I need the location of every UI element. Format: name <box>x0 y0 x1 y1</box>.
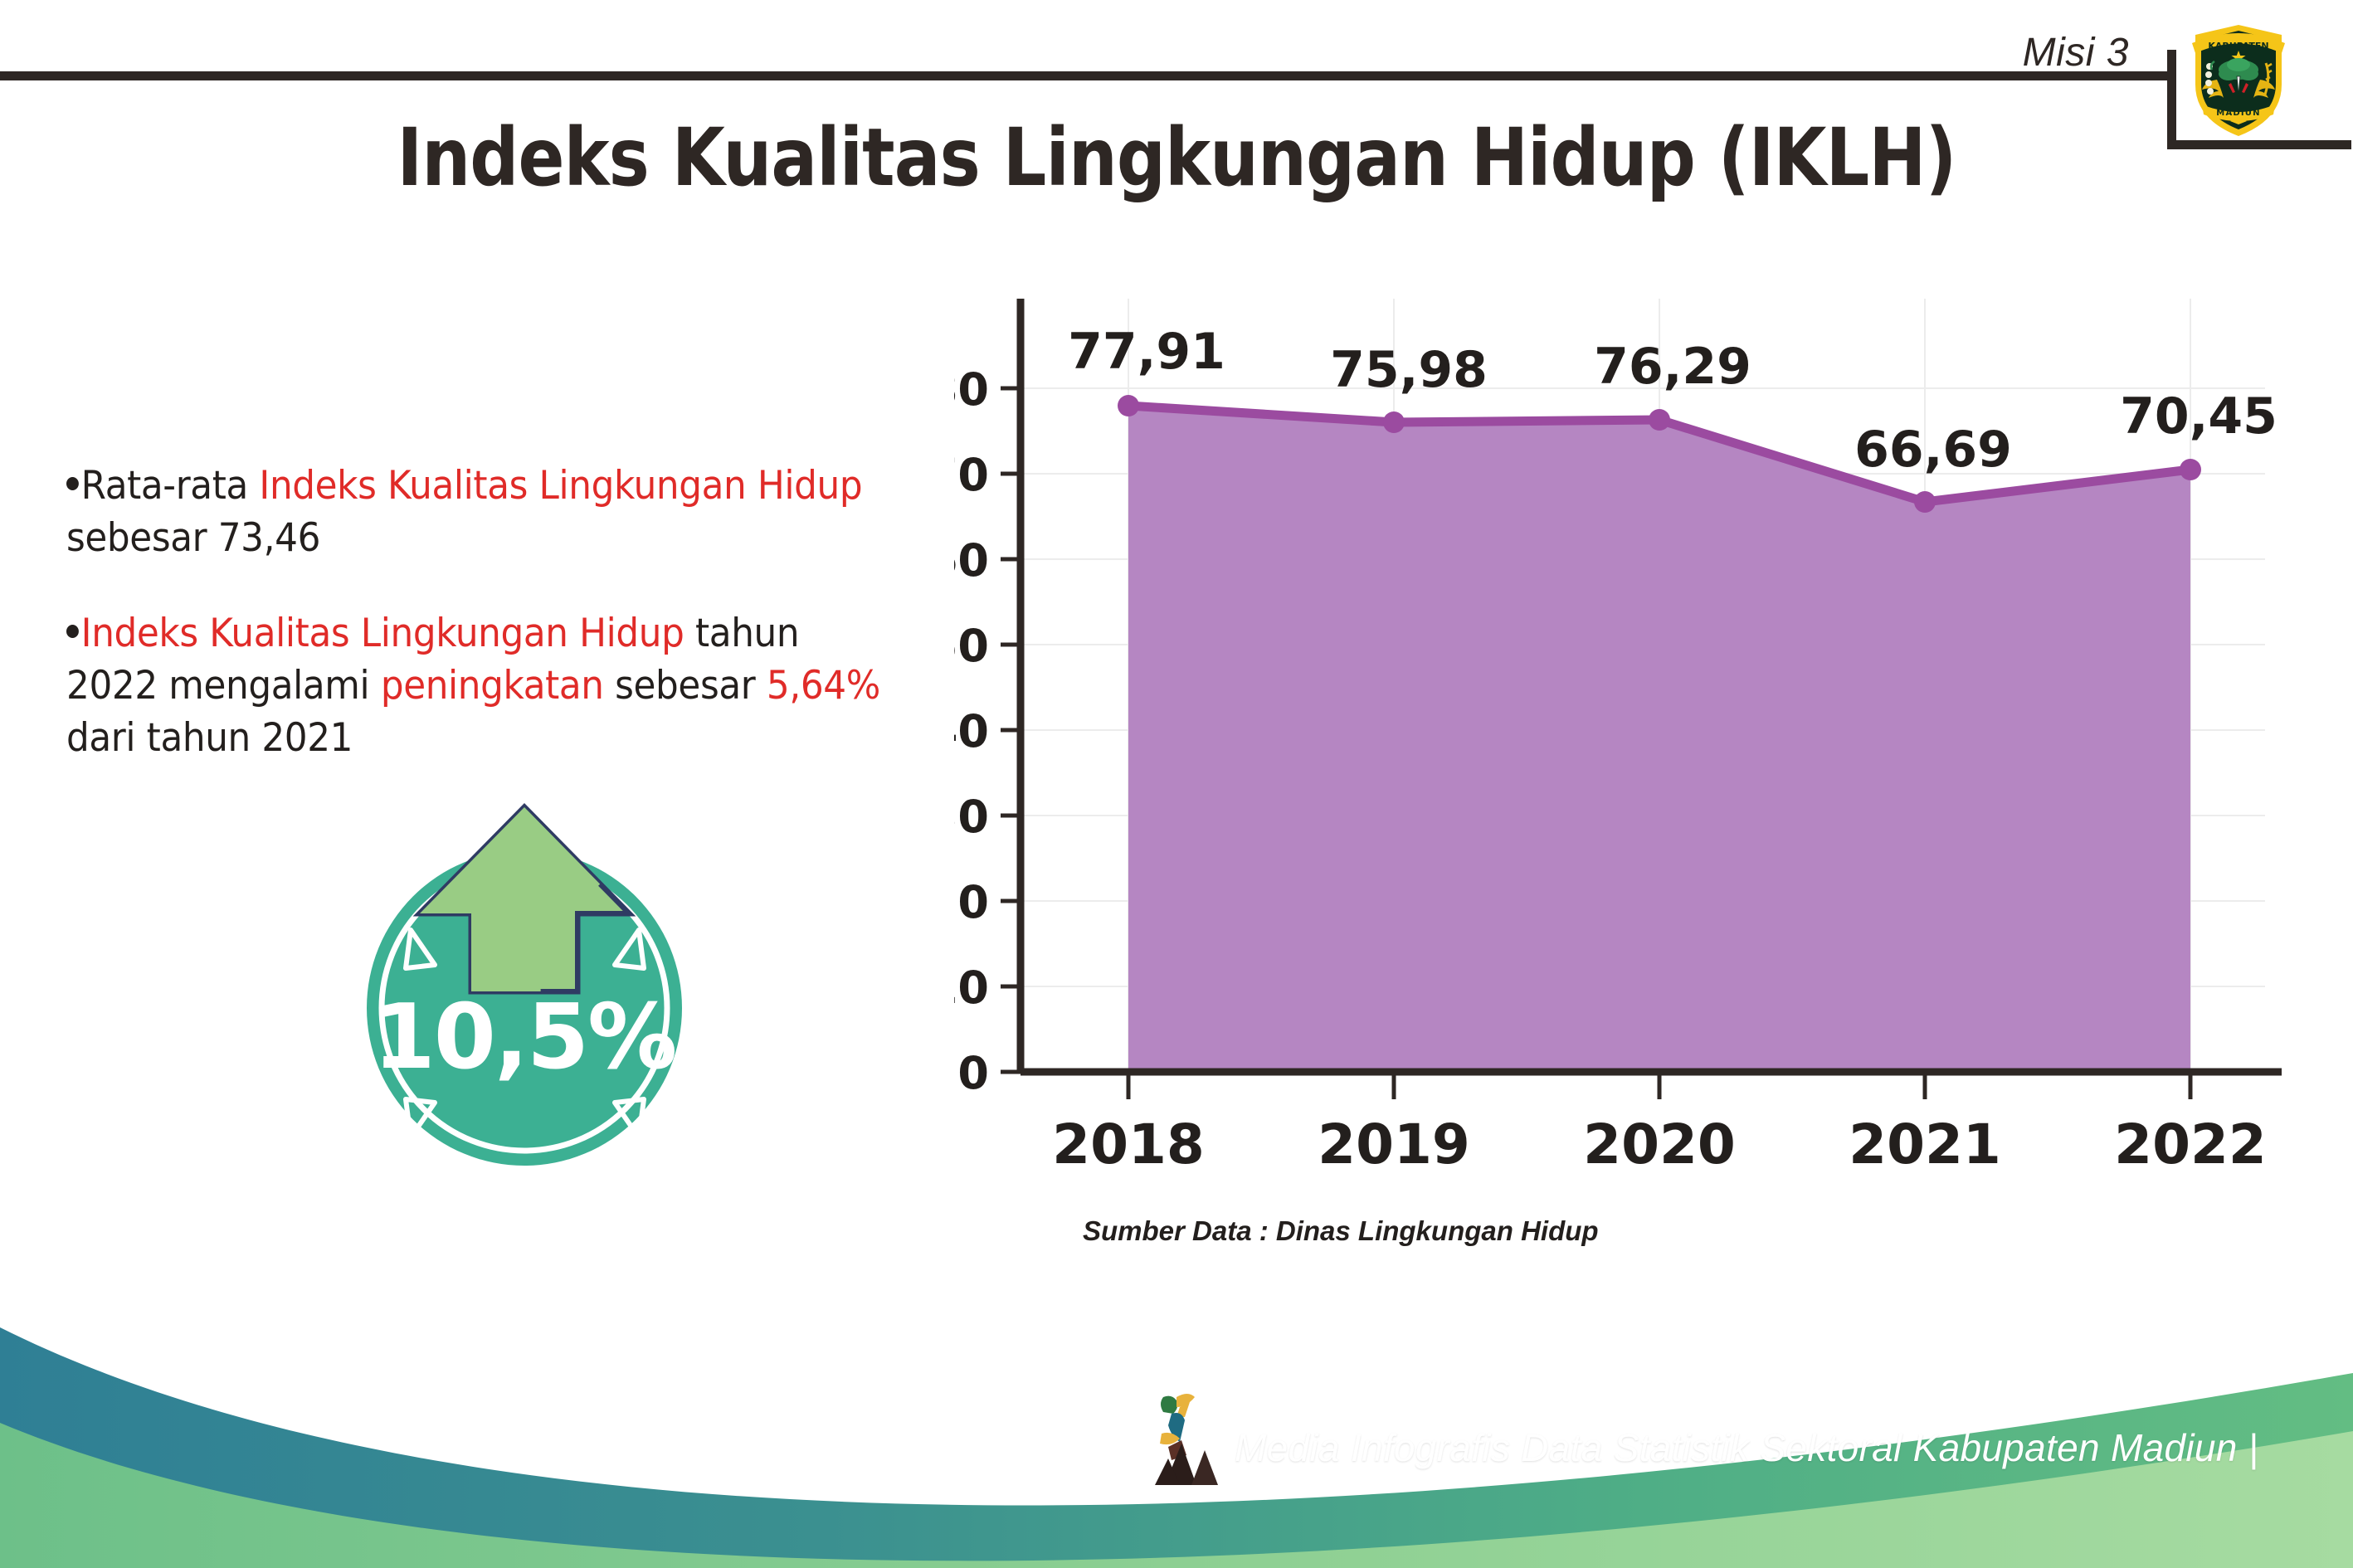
chart-marker-2019 <box>1383 411 1405 433</box>
bullet2-segment-4: sebesar <box>603 662 767 709</box>
footer-wave-green <box>0 1423 2353 1568</box>
y-tick-label-50: 50 <box>954 620 989 672</box>
badge-circle <box>367 850 682 1166</box>
chart-marker-2020 <box>1649 409 1670 431</box>
x-tick-label-2019: 2019 <box>1318 1113 1470 1176</box>
growth-badge-graphic <box>367 803 682 1166</box>
bullet1-segment-3: sebesar 73,46 <box>66 514 321 561</box>
page-title: Indeks Kualitas Lingkungan Hidup (IKLH) <box>397 111 1956 204</box>
badge-tick-icon-top-left <box>403 928 437 971</box>
y-tick-label-60: 60 <box>954 534 989 587</box>
bullet2-segment-6: dari tahun 2021 <box>66 714 353 761</box>
badge-tick-icon-top-right <box>612 928 646 971</box>
y-tick-label-20: 20 <box>954 876 989 928</box>
data-label-2021: 66,69 <box>1854 421 2012 479</box>
bullet-item-increase: Indeks Kualitas Lingkungan Hidup tahun 2… <box>66 608 884 765</box>
bullet-dot-icon <box>66 624 79 638</box>
chart-data-labels: 77,91 75,98 76,29 66,69 70,45 <box>1068 323 2277 479</box>
chart-marker-2018 <box>1118 395 1139 416</box>
header-rule <box>0 71 2169 80</box>
footer-wave-banner <box>0 1327 2353 1568</box>
chart-y-tick-labels: 0 10 20 30 50 40 60 70 80 <box>954 363 989 1099</box>
y-tick-label-70: 70 <box>954 449 989 501</box>
x-tick-label-2018: 2018 <box>1052 1113 1205 1176</box>
chart-marker-2021 <box>1914 491 1936 513</box>
bullet2-highlight-indicator: Indeks Kualitas Lingkungan Hidup <box>80 610 684 656</box>
summary-text-block: Rata-rata Indeks Kualitas Lingkungan Hid… <box>66 460 946 765</box>
bullet1-highlight-indicator: Indeks Kualitas Lingkungan Hidup <box>259 463 863 509</box>
growth-badge: 10,5% <box>319 751 767 1215</box>
bullet-item-average: Rata-rata Indeks Kualitas Lingkungan Hid… <box>66 460 884 565</box>
y-tick-label-0: 0 <box>957 1047 989 1099</box>
badge-tick-icon-bottom-right <box>612 1097 646 1140</box>
badge-tick-icon-bottom-left <box>403 1097 437 1140</box>
y-tick-label-40: 40 <box>954 705 989 757</box>
iklh-area-chart: 0 10 20 30 50 40 60 70 80 2018 2019 2020… <box>954 282 2282 1261</box>
chart-canvas: 0 10 20 30 50 40 60 70 80 2018 2019 2020… <box>954 299 2282 1176</box>
data-label-2022: 70,45 <box>2120 387 2277 446</box>
x-tick-label-2021: 2021 <box>1849 1113 2001 1176</box>
chart-y-ticks <box>1001 386 1021 1074</box>
kabupaten-madiun-emblem-icon: KABUPATEN MADIUN <box>2192 25 2285 136</box>
footer-wave-teal <box>0 1327 2353 1568</box>
chart-markers <box>1118 395 2201 513</box>
data-label-2018: 77,91 <box>1068 323 1225 381</box>
emblem-top-text: KABUPATEN <box>2208 41 2268 51</box>
chart-x-ticks <box>1126 1072 2193 1099</box>
media-infografis-logo-icon <box>1155 1394 1218 1485</box>
bullet-dot-icon <box>66 476 79 490</box>
data-label-2019: 75,98 <box>1330 341 1488 399</box>
bullet2-highlight-percent: 5,64% <box>766 662 880 709</box>
x-tick-label-2020: 2020 <box>1583 1113 1736 1176</box>
bullet2-segment-2: tahun 2022 mengalami <box>66 610 800 709</box>
header-bracket-vertical <box>2167 50 2176 149</box>
chart-area-fill <box>1128 406 2190 1072</box>
chart-x-tick-labels: 2018 2019 2020 2021 2022 <box>1052 1113 2267 1176</box>
header-bracket-horizontal <box>2167 140 2351 149</box>
chart-source-note: Sumber Data : Dinas Lingkungan Hidup <box>1083 1215 1599 1246</box>
chart-marker-2022 <box>2180 459 2201 480</box>
y-tick-label-10: 10 <box>954 962 989 1014</box>
x-tick-label-2022: 2022 <box>2114 1113 2267 1176</box>
y-tick-label-80: 80 <box>954 363 989 416</box>
footer-caption: Media Infografis Data Statistik Sektoral… <box>1235 1426 2258 1469</box>
data-label-2020: 76,29 <box>1594 338 1751 396</box>
bullet1-segment-1: Rata-rata <box>80 463 260 509</box>
mission-label: Misi 3 <box>2022 31 2129 75</box>
emblem-bottom-text: MADIUN <box>2216 109 2260 118</box>
y-tick-label-30: 30 <box>954 791 989 843</box>
bullet2-highlight-peningkatan: peningkatan <box>380 662 604 709</box>
